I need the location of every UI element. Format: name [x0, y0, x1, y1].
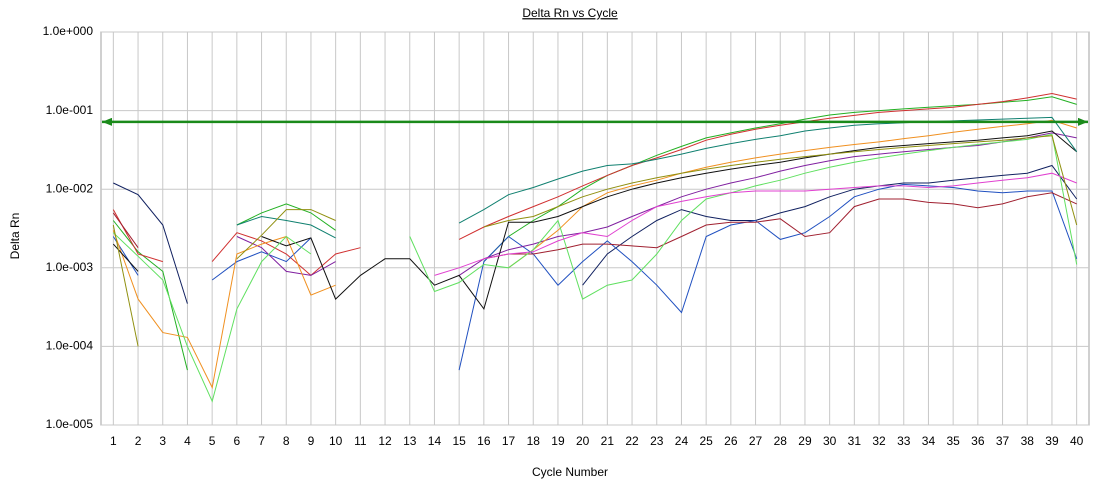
x-tick-label: 28	[774, 434, 788, 448]
x-tick-label: 2	[135, 434, 142, 448]
x-tick-label: 10	[329, 434, 343, 448]
x-tick-label: 24	[675, 434, 689, 448]
data-line	[112, 135, 1078, 347]
x-tick-label: 37	[996, 434, 1010, 448]
plot-area	[100, 31, 1090, 426]
y-axis-label: Delta Rn	[8, 213, 22, 260]
x-tick-label: 22	[625, 434, 639, 448]
x-tick-label: 38	[1021, 434, 1035, 448]
data-line	[112, 192, 1077, 260]
x-tick-label: 3	[159, 434, 166, 448]
data-line	[112, 133, 1078, 403]
x-tick-label: 11	[354, 434, 367, 448]
data-line	[112, 130, 1078, 311]
x-tick-label: 36	[971, 434, 985, 448]
x-tick-label: 32	[872, 434, 886, 448]
x-tick-label: 30	[823, 434, 837, 448]
x-tick-label: 35	[946, 434, 960, 448]
x-tick-label: 29	[798, 434, 812, 448]
data-line	[236, 132, 1077, 276]
y-tick-label: 1.0e-005	[46, 417, 94, 431]
y-tick-label: 1.0e-001	[46, 103, 94, 117]
data-line	[113, 164, 1078, 304]
x-tick-label: 14	[428, 434, 442, 448]
x-tick-label: 34	[922, 434, 936, 448]
x-tick-label: 19	[551, 434, 565, 448]
x-tick-label: 6	[234, 434, 241, 448]
data-line	[112, 119, 1077, 390]
x-tick-label: 16	[477, 434, 491, 448]
x-tick-label: 4	[184, 434, 191, 448]
x-tick-label: 7	[258, 434, 265, 448]
y-tick-label: 1.0e-002	[46, 181, 94, 195]
x-tick-label: 26	[724, 434, 738, 448]
x-tick-label: 33	[897, 434, 911, 448]
x-tick-label: 25	[699, 434, 713, 448]
x-tick-label: 1	[110, 434, 117, 448]
x-tick-label: 8	[283, 434, 290, 448]
chart-title: Delta Rn vs Cycle	[522, 6, 618, 20]
y-tick-label: 1.0e-004	[46, 339, 94, 353]
x-axis-label: Cycle Number	[532, 465, 608, 479]
x-tick-label: 17	[502, 434, 516, 448]
x-tick-label: 15	[452, 434, 466, 448]
x-tick-label: 21	[601, 434, 615, 448]
data-line	[434, 172, 1077, 276]
x-tick-label: 9	[308, 434, 315, 448]
x-tick-label: 20	[576, 434, 590, 448]
x-tick-label: 18	[527, 434, 541, 448]
x-tick-label: 12	[378, 434, 392, 448]
x-tick-label: 31	[848, 434, 862, 448]
x-tick-label: 40	[1070, 434, 1084, 448]
x-tick-label: 23	[650, 434, 664, 448]
y-tick-label: 1.0e+000	[43, 24, 94, 38]
x-tick-label: 39	[1045, 434, 1059, 448]
y-tick-label: 1.0e-003	[46, 260, 94, 274]
x-tick-label: 5	[209, 434, 216, 448]
x-tick-label: 27	[749, 434, 763, 448]
x-tick-label: 13	[403, 434, 417, 448]
